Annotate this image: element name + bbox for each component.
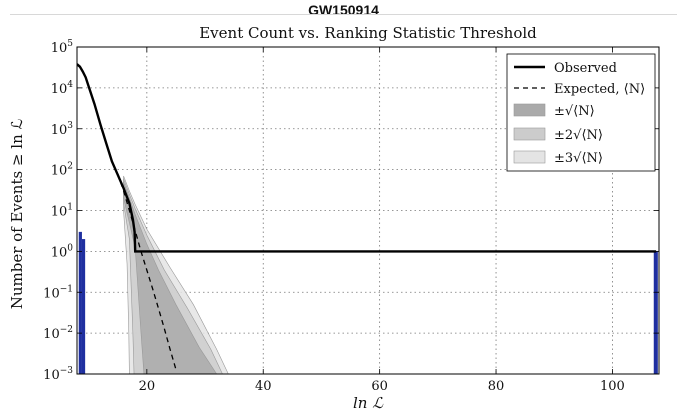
y-tick-label: 101 xyxy=(51,203,73,220)
legend-label: ±3√⟨N⟩ xyxy=(554,151,603,166)
x-tick-label: 100 xyxy=(600,379,625,394)
x-tick-label: 60 xyxy=(371,379,388,394)
histogram-bar xyxy=(81,239,86,374)
legend: Observed Expected, ⟨N⟩ ±√⟨N⟩ ±2√⟨N⟩ ±3√⟨N⟩ xyxy=(506,53,656,172)
legend-label: Observed xyxy=(554,61,617,76)
plot-content xyxy=(77,47,659,374)
legend-band-swatch xyxy=(513,127,546,141)
y-tick-label: 10−1 xyxy=(43,284,73,301)
chart-title: Event Count vs. Ranking Statistic Thresh… xyxy=(199,24,537,42)
y-tick-label: 100 xyxy=(51,243,74,260)
y-axis-label: Number of Events ≥ ln ℒ xyxy=(8,119,26,310)
y-tick-label: 105 xyxy=(51,39,74,56)
axes: 20 40 60 80 100 105 104 103 102 101 100 10−1 10−2 10−… xyxy=(43,39,660,394)
legend-label: ±√⟨N⟩ xyxy=(554,104,595,119)
y-tick-label: 10−2 xyxy=(43,325,73,342)
legend-band-swatch xyxy=(513,150,546,164)
legend-label: ±2√⟨N⟩ xyxy=(554,128,603,143)
x-tick-label: 40 xyxy=(255,379,272,394)
y-tick-label: 103 xyxy=(51,121,74,138)
title-divider xyxy=(10,14,677,15)
histogram-bar xyxy=(78,231,82,374)
y-tick-label: 104 xyxy=(51,80,74,97)
x-tick-label: 20 xyxy=(139,379,156,394)
expected-line xyxy=(117,173,177,370)
y-tick-label: 102 xyxy=(51,162,73,179)
x-tick-label: 80 xyxy=(488,379,505,394)
legend-label: Expected, ⟨N⟩ xyxy=(554,82,645,97)
uncertainty-band xyxy=(123,181,218,374)
legend-band-swatch xyxy=(513,103,546,117)
plot-area xyxy=(77,47,659,374)
histogram-bar xyxy=(653,251,658,374)
x-axis-label: ln ℒ xyxy=(353,394,384,412)
y-tick-label: 10−3 xyxy=(43,366,73,383)
